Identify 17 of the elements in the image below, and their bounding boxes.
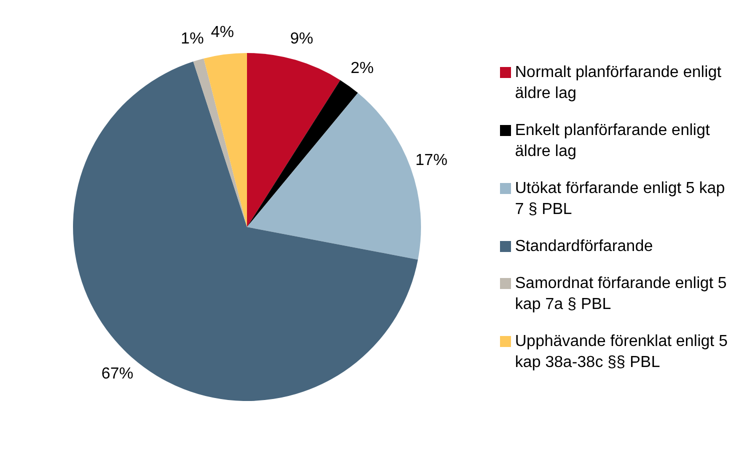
legend-label: Normalt planförfarande enligt äldre lag (515, 62, 722, 104)
legend-label: Standardförfarande (515, 236, 654, 256)
pie-slice (193, 58, 247, 227)
pie-slice (204, 53, 247, 227)
pie-slice (73, 62, 418, 401)
data-label: 9% (290, 30, 314, 48)
pie-slice (247, 80, 358, 227)
pie-slice (247, 53, 340, 227)
legend-label: Upphävande förenklat enligt 5 kap 38a-38c §§ PBL (515, 332, 729, 372)
legend-label: Samordnat förfarande enligt 5 kap 7a § PBL (515, 274, 728, 314)
data-label: 17% (415, 152, 448, 170)
legend-label: Utökat förfarande enligt 5 kap 7 § PBL (515, 178, 726, 220)
data-label: 67% (101, 366, 134, 383)
data-label: 1% (180, 30, 204, 48)
legend-label: Enkelt planförfarande enligt äldre lag (515, 120, 711, 162)
data-label: 4% (210, 24, 234, 42)
data-label: 2% (350, 60, 374, 77)
